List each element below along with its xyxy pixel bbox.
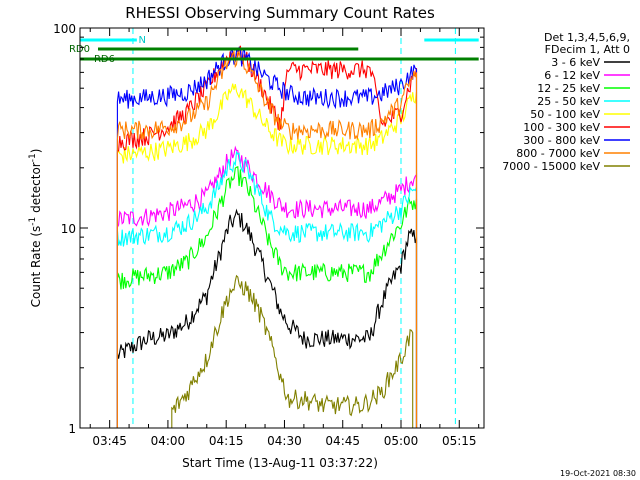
legend-label: 6 - 12 keV <box>544 69 600 82</box>
legend-label: 300 - 800 keV <box>523 134 600 147</box>
legend-label: 800 - 7000 keV <box>516 147 600 160</box>
series-line <box>116 208 418 428</box>
series-line <box>116 150 418 428</box>
x-tick-label: 03:45 <box>92 434 127 448</box>
legend-label: 50 - 100 keV <box>530 108 600 121</box>
y-axis-label-sup1: -1 <box>28 217 38 226</box>
legend-label: 3 - 6 keV <box>551 56 600 69</box>
y-tick-label: 1 <box>68 422 76 436</box>
y-axis-label-end: ) <box>29 149 43 154</box>
x-tick-label: 05:00 <box>384 434 419 448</box>
axes: 1 10 100 03:45 04:00 04:15 04:30 04:45 05:00 05:1… <box>53 22 484 448</box>
legend-header-line-2: FDecim 1, Att 0 <box>545 43 630 56</box>
flag-bar-label: RD6 <box>94 54 115 65</box>
x-tick-label: 04:00 <box>151 434 186 448</box>
generation-timestamp: 19-Oct-2021 08:30 <box>560 469 636 478</box>
legend-label: 12 - 25 keV <box>537 82 600 95</box>
legend-header-line-1: Det 1,3,4,5,6,9, <box>544 31 630 44</box>
flag-bar-label: RD0 <box>69 44 90 55</box>
legend-label: 25 - 50 keV <box>537 95 600 108</box>
y-tick-label: 10 <box>61 222 76 236</box>
x-axis-label: Start Time (13-Aug-11 03:37:22) <box>182 456 378 470</box>
y-axis-label-main: Count Rate (s <box>29 226 43 308</box>
y-axis-label: Count Rate (s-1 detector-1) <box>28 149 43 308</box>
y-tick-label: 100 <box>53 22 76 36</box>
y-axis-label-mid: detector <box>29 162 43 217</box>
y-axis-label-sup2: -1 <box>28 153 38 162</box>
series-line <box>116 83 418 428</box>
chart-title: RHESSI Observing Summary Count Rates <box>125 4 435 22</box>
x-tick-label: 04:30 <box>267 434 302 448</box>
series-line <box>116 45 418 428</box>
plot-area: N RD0 RD6 <box>69 28 479 428</box>
series-line <box>116 50 418 428</box>
x-tick-label: 05:15 <box>442 434 477 448</box>
series-line <box>171 274 414 428</box>
legend: Det 1,3,4,5,6,9, FDecim 1, Att 0 3 - 6 k… <box>502 31 630 173</box>
x-tick-label: 04:15 <box>209 434 244 448</box>
series-line <box>116 166 418 428</box>
series-line <box>116 145 418 428</box>
legend-label: 7000 - 15000 keV <box>502 160 600 173</box>
series-line <box>116 46 418 428</box>
legend-label: 100 - 300 keV <box>523 121 600 134</box>
x-tick-label: 04:45 <box>325 434 360 448</box>
flag-bar-label: N <box>139 35 146 46</box>
